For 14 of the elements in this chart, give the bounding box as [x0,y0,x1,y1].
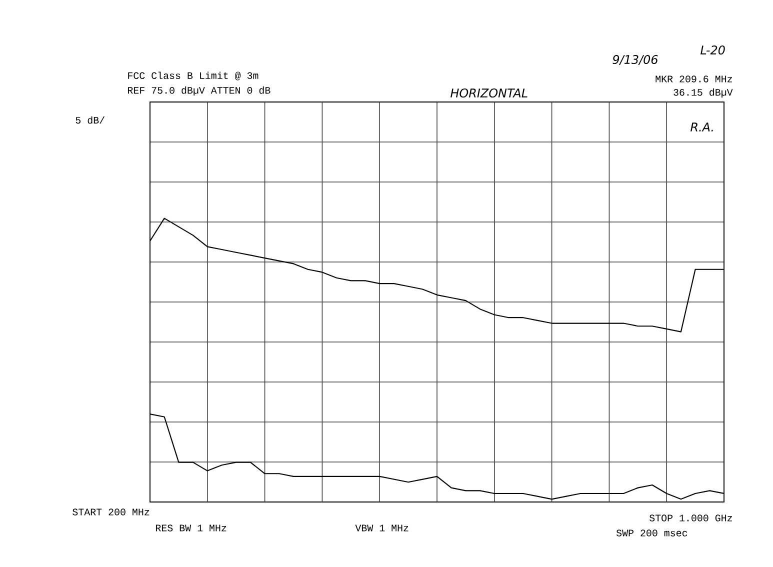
text: START 200 MHz [72,508,150,516]
text: 9/13/06 [612,55,658,65]
text: STOP 1.000 GHz [650,514,732,522]
text: L-20 [700,45,725,55]
text: FCC Class B Limit @ 3m [128,72,258,80]
text: MKR 209.6 MHz [656,76,732,82]
text: VBW 1 MHz [355,524,408,532]
text: REF 75.0 dBµV ATTEN 0 dB [128,86,270,96]
text: 36.15 dBµV [674,88,733,98]
text: R.A. [690,122,713,132]
text: HORIZONTAL [450,88,528,98]
text: 5 dB/ [76,116,105,124]
text: SWP 200 msec [616,530,688,536]
text: RES BW 1 MHz [156,524,226,532]
